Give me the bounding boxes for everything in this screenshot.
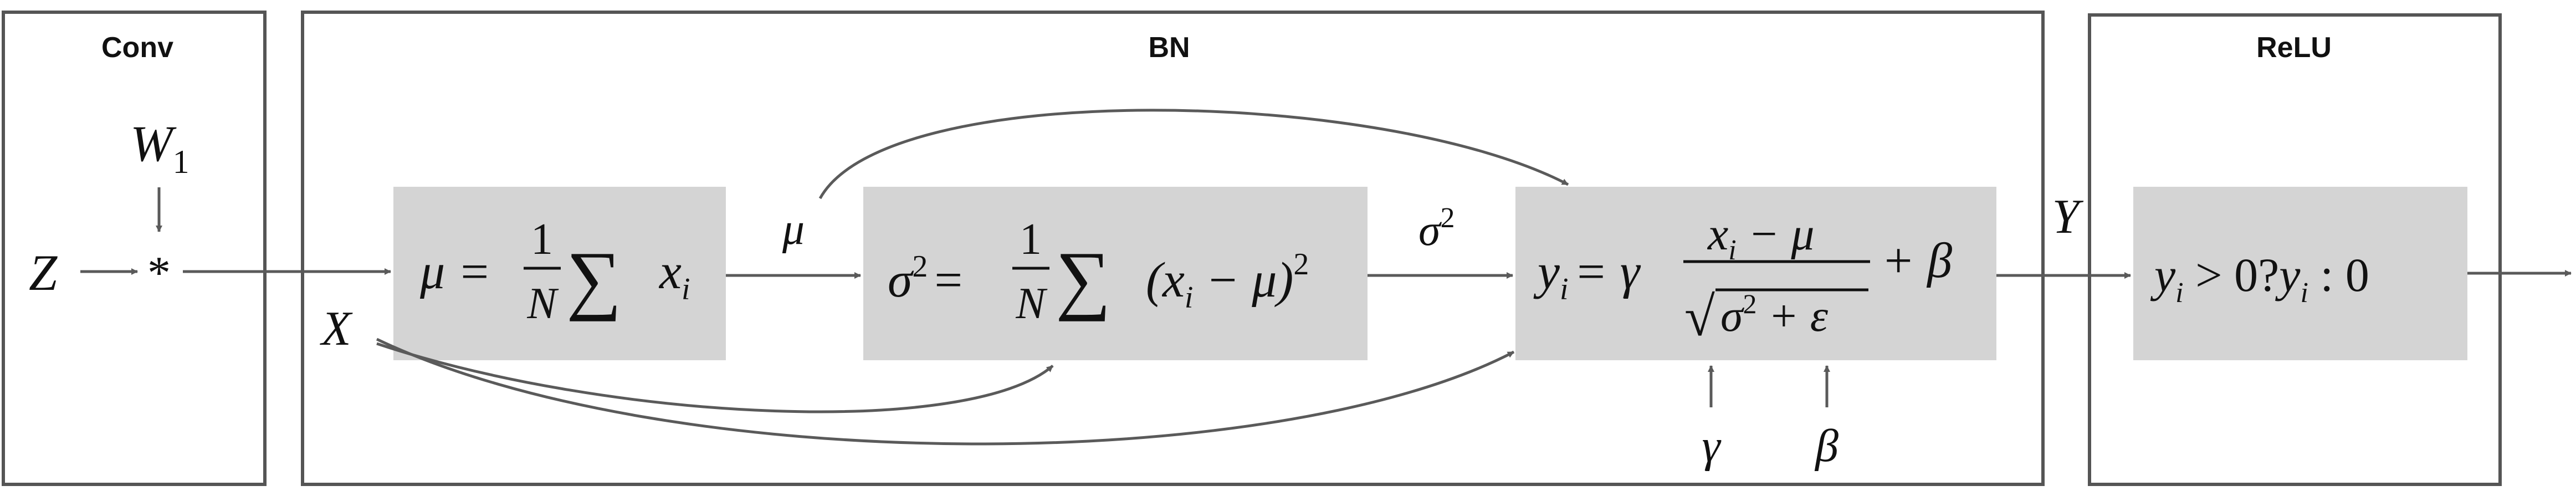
mean-sum-sign: ∑ bbox=[566, 236, 622, 322]
variance-box bbox=[863, 187, 1368, 360]
relu-formula: yi > 0?yi : 0 bbox=[2150, 248, 2369, 309]
mean-term: xi bbox=[658, 244, 690, 306]
x-to-normalize-curve bbox=[376, 338, 1515, 446]
weight-label: W1 bbox=[130, 115, 190, 180]
variance-sum-sign: ∑ bbox=[1056, 236, 1111, 322]
bn-section bbox=[301, 11, 2045, 486]
relu-section bbox=[2088, 13, 2502, 486]
mean-frac-den: N bbox=[526, 279, 559, 328]
normalize-sqrt-sign: √ bbox=[1684, 286, 1715, 347]
conv-operator: * bbox=[147, 247, 171, 299]
mu-label: μ bbox=[782, 205, 805, 254]
bn-input-x-label: X bbox=[320, 302, 353, 356]
normalize-box bbox=[1515, 187, 1996, 360]
beta-label: β bbox=[1814, 420, 1838, 472]
gamma-label: γ bbox=[1702, 420, 1721, 472]
bn-output-y-label: Y bbox=[2052, 190, 2084, 244]
x-to-variance-curve bbox=[376, 342, 1054, 413]
mean-box bbox=[393, 187, 726, 360]
relu-title: ReLU bbox=[2256, 32, 2332, 64]
normalize-tail: + β bbox=[1881, 233, 1952, 288]
variance-term: (xi − μ)2 bbox=[1146, 247, 1309, 315]
relu-box bbox=[2133, 187, 2467, 360]
variance-frac-num: 1 bbox=[1020, 215, 1042, 264]
normalize-lhs: yi = γ bbox=[1533, 244, 1641, 306]
mu-to-normalize-curve bbox=[818, 109, 1569, 200]
mean-lhs: μ = bbox=[419, 244, 491, 299]
conv-title: Conv bbox=[101, 32, 173, 64]
bn-title: BN bbox=[1148, 32, 1190, 64]
normalize-denominator: σ2 + ε bbox=[1720, 288, 1829, 341]
sigma2-label: σ2 bbox=[1418, 202, 1455, 255]
variance-lhs: σ2 = bbox=[888, 249, 962, 308]
conv-section bbox=[2, 11, 267, 486]
variance-frac-den: N bbox=[1015, 279, 1048, 328]
mean-frac-num: 1 bbox=[531, 215, 553, 264]
normalize-numerator: xi − μ bbox=[1707, 208, 1815, 266]
input-z-label: Z bbox=[29, 244, 58, 301]
